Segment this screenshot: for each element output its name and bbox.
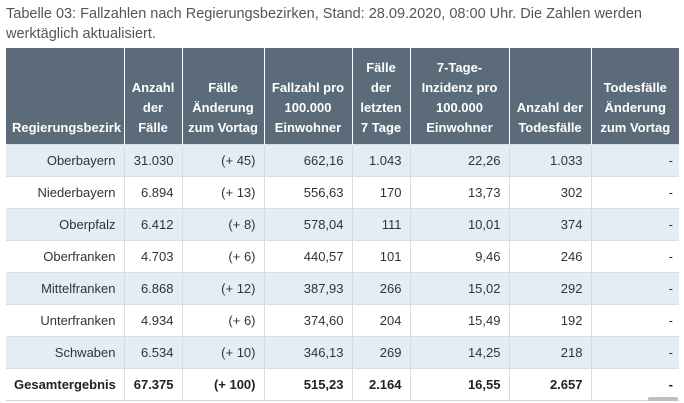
cell-anzahl-todesfaelle: 218: [509, 335, 592, 368]
table-total-row: Gesamtergebnis 67.375 (+ 100) 515,23 2.164 16…: [6, 367, 679, 400]
cell-faelle-7-tage: 269: [352, 335, 411, 368]
cell-regierungsbezirk: Oberpfalz: [6, 207, 125, 240]
cell-faelle-aenderung: (+ 45): [182, 143, 265, 176]
cell-7-tage-inzidenz: 14,25: [410, 335, 510, 368]
total-cell-faelle-7-tage: 2.164: [352, 367, 411, 400]
total-cell-anzahl-todesfaelle: 2.657: [509, 367, 592, 400]
cell-anzahl-todesfaelle: 246: [509, 239, 592, 272]
total-cell-anzahl-faelle: 67.375: [124, 367, 183, 400]
cell-anzahl-faelle: 4.703: [124, 239, 183, 272]
cell-regierungsbezirk: Schwaben: [6, 335, 125, 368]
cell-anzahl-faelle: 6.894: [124, 175, 183, 208]
table-row: Mittelfranken 6.868 (+ 12) 387,93 266 15,02 29…: [6, 271, 679, 304]
header-7-tage-inzidenz: 7-Tage-Inzidenz pro 100.000 Einwohner: [410, 48, 510, 144]
cell-anzahl-faelle: 6.868: [124, 271, 183, 304]
cell-faelle-7-tage: 101: [352, 239, 411, 272]
cell-todesfaelle-aenderung: -: [591, 239, 679, 272]
cell-anzahl-faelle: 6.534: [124, 335, 183, 368]
header-anzahl-todesfaelle: Anzahl der Todesfälle: [509, 48, 592, 144]
cell-todesfaelle-aenderung: -: [591, 175, 679, 208]
cell-faelle-7-tage: 1.043: [352, 143, 411, 176]
cell-fallzahl-pro-100000: 556,63: [264, 175, 353, 208]
table-container[interactable]: Regierungsbezirk Anzahl der Fälle Fälle …: [6, 48, 679, 401]
cell-todesfaelle-aenderung: -: [591, 271, 679, 304]
cell-faelle-aenderung: (+ 12): [182, 271, 265, 304]
total-cell-fallzahl-pro-100000: 515,23: [264, 367, 353, 400]
cell-faelle-aenderung: (+ 6): [182, 303, 265, 336]
cell-faelle-7-tage: 170: [352, 175, 411, 208]
table-row: Niederbayern 6.894 (+ 13) 556,63 170 13,73 302…: [6, 175, 679, 208]
cell-anzahl-todesfaelle: 374: [509, 207, 592, 240]
header-anzahl-faelle: Anzahl der Fälle: [124, 48, 183, 144]
table-header-row: Regierungsbezirk Anzahl der Fälle Fälle …: [6, 48, 679, 144]
cell-regierungsbezirk: Unterfranken: [6, 303, 125, 336]
cell-anzahl-todesfaelle: 302: [509, 175, 592, 208]
table-row: Oberfranken 4.703 (+ 6) 440,57 101 9,46 246-: [6, 239, 679, 272]
cell-7-tage-inzidenz: 13,73: [410, 175, 510, 208]
cell-fallzahl-pro-100000: 662,16: [264, 143, 353, 176]
table-row: Oberpfalz 6.412 (+ 8) 578,04 111 10,01 374-: [6, 207, 679, 240]
cell-fallzahl-pro-100000: 346,13: [264, 335, 353, 368]
table-row: Unterfranken 4.934 (+ 6) 374,60 204 15,49 192-: [6, 303, 679, 336]
cell-regierungsbezirk: Oberbayern: [6, 143, 125, 176]
cell-7-tage-inzidenz: 9,46: [410, 239, 510, 272]
cell-anzahl-todesfaelle: 1.033: [509, 143, 592, 176]
cell-faelle-aenderung: (+ 13): [182, 175, 265, 208]
total-cell-faelle-aenderung: (+ 100): [182, 367, 265, 400]
table-row: Oberbayern 31.030 (+ 45) 662,16 1.043 22,26 1.…: [6, 143, 679, 176]
total-cell-7-tage-inzidenz: 16,55: [410, 367, 510, 400]
cell-faelle-7-tage: 266: [352, 271, 411, 304]
case-numbers-table: Regierungsbezirk Anzahl der Fälle Fälle …: [6, 48, 679, 400]
total-cell-regierungsbezirk: Gesamtergebnis: [6, 367, 125, 400]
table-body: Oberbayern 31.030 (+ 45) 662,16 1.043 22,26 1.…: [6, 143, 679, 400]
header-regierungsbezirk: Regierungsbezirk: [6, 48, 125, 144]
cell-regierungsbezirk: Oberfranken: [6, 239, 125, 272]
cell-todesfaelle-aenderung: -: [591, 207, 679, 240]
cell-anzahl-faelle: 4.934: [124, 303, 183, 336]
cell-fallzahl-pro-100000: 578,04: [264, 207, 353, 240]
cell-faelle-7-tage: 111: [352, 207, 411, 240]
cell-anzahl-faelle: 31.030: [124, 143, 183, 176]
cell-fallzahl-pro-100000: 387,93: [264, 271, 353, 304]
header-faelle-7-tage: Fälle der letzten 7 Tage: [352, 48, 411, 144]
header-faelle-aenderung: Fälle Änderung zum Vortag: [182, 48, 265, 144]
cell-faelle-aenderung: (+ 10): [182, 335, 265, 368]
cell-faelle-aenderung: (+ 8): [182, 207, 265, 240]
cell-regierungsbezirk: Niederbayern: [6, 175, 125, 208]
table-row: Schwaben 6.534 (+ 10) 346,13 269 14,25 218-: [6, 335, 679, 368]
cell-faelle-aenderung: (+ 6): [182, 239, 265, 272]
cell-anzahl-todesfaelle: 292: [509, 271, 592, 304]
cell-7-tage-inzidenz: 10,01: [410, 207, 510, 240]
cell-todesfaelle-aenderung: -: [591, 335, 679, 368]
cell-7-tage-inzidenz: 22,26: [410, 143, 510, 176]
header-todesfaelle-aenderung: Todesfälle Änderung zum Vortag: [591, 48, 679, 144]
cell-7-tage-inzidenz: 15,49: [410, 303, 510, 336]
table-caption: Tabelle 03: Fallzahlen nach Regierungsbe…: [6, 6, 642, 42]
cell-anzahl-faelle: 6.412: [124, 207, 183, 240]
cell-todesfaelle-aenderung: -: [591, 143, 679, 176]
header-fallzahl-pro-100000: Fallzahl pro 100.000 Einwohner: [264, 48, 353, 144]
cell-fallzahl-pro-100000: 440,57: [264, 239, 353, 272]
cell-regierungsbezirk: Mittelfranken: [6, 271, 125, 304]
cell-todesfaelle-aenderung: -: [591, 303, 679, 336]
cell-fallzahl-pro-100000: 374,60: [264, 303, 353, 336]
cell-anzahl-todesfaelle: 192: [509, 303, 592, 336]
total-cell-todesfaelle-aenderung: -: [591, 367, 679, 400]
cell-7-tage-inzidenz: 15,02: [410, 271, 510, 304]
horizontal-scrollbar-thumb[interactable]: [648, 397, 678, 401]
cell-faelle-7-tage: 204: [352, 303, 411, 336]
